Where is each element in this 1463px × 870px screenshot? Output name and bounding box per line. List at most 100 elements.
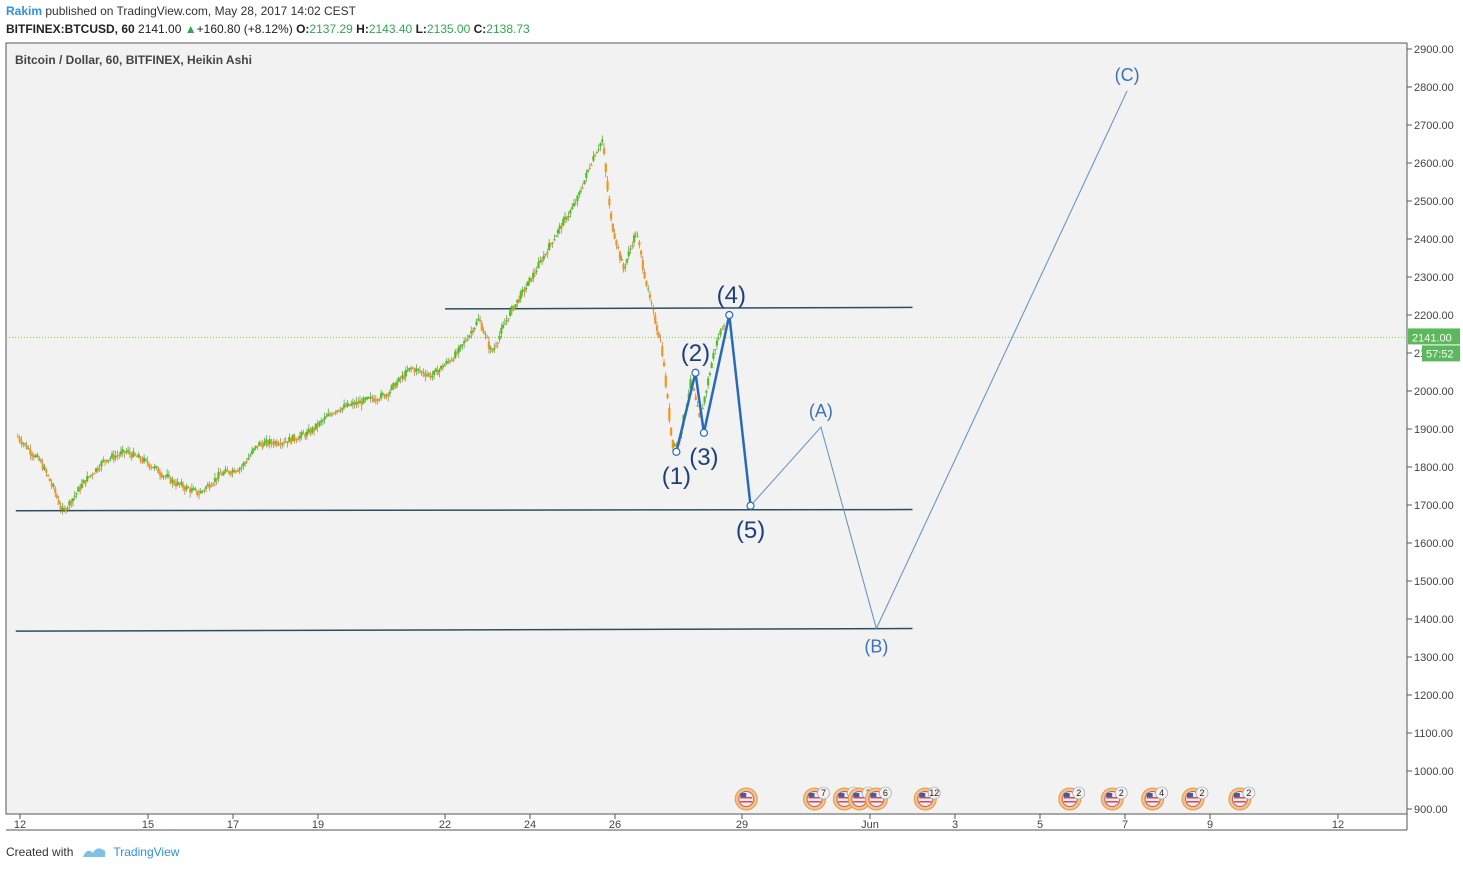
candle-body [629, 248, 632, 250]
candle-body [712, 352, 715, 359]
candle-body [448, 360, 452, 363]
wave-point[interactable] [691, 368, 700, 377]
candle-body [112, 454, 115, 460]
flag-stripe [838, 801, 851, 803]
candle-body [183, 487, 186, 491]
wave-point[interactable] [746, 501, 755, 510]
flag-stripe [1063, 797, 1076, 799]
candle-body [611, 223, 614, 232]
price-tick-label: 1200.00 [1414, 690, 1454, 702]
candle-body [266, 441, 270, 446]
candle-body [525, 287, 528, 290]
candle-body [192, 488, 195, 490]
plot-area[interactable] [5, 42, 1408, 815]
candle-body [153, 466, 156, 469]
candle-body [652, 308, 655, 311]
candle-body [620, 258, 623, 261]
wave-point[interactable] [672, 447, 681, 456]
candle-body [445, 360, 448, 364]
candle-body [480, 323, 483, 331]
candle-body [581, 187, 584, 189]
us-flag-event-icon[interactable]: 12 [913, 786, 941, 811]
candle-body [707, 378, 710, 386]
candle-body [185, 486, 188, 490]
candle-body [427, 373, 430, 375]
candle-body [627, 251, 630, 257]
candle-body [353, 403, 356, 406]
close-label: C: [473, 22, 487, 36]
candle-body [673, 444, 676, 447]
flag-canton [1106, 793, 1113, 797]
price-tick-label: 2400.00 [1414, 234, 1454, 246]
tradingview-brand-link[interactable]: TradingView [113, 845, 180, 859]
candle-body [710, 363, 713, 369]
candle-body [530, 277, 533, 282]
candle-body [454, 351, 457, 358]
candle-body [171, 479, 174, 483]
time-axis[interactable]: 12 15 17 19 22 24 26 29 Jun 3 5 7 9 12 [14, 814, 1344, 831]
upper-resistance-line[interactable] [444, 306, 913, 310]
flag-stripe [808, 801, 821, 803]
correction-label: (A) [809, 401, 833, 421]
candle-body [203, 489, 206, 491]
lower-support-line[interactable] [15, 627, 913, 632]
candle-body [549, 243, 552, 245]
change-up-arrow-icon: ▲ [184, 22, 197, 36]
us-flag-event-icon[interactable]: 2 [1228, 786, 1256, 811]
candle-body [52, 484, 55, 487]
candle-body [425, 374, 429, 376]
candle-body [150, 466, 153, 468]
candle-body [364, 398, 367, 400]
candle-body [126, 450, 130, 453]
us-flag-event-icon[interactable]: 6 [864, 786, 892, 811]
candle-body [567, 216, 570, 218]
candle-body [721, 328, 724, 331]
candle-body [387, 393, 390, 397]
candle-body [376, 399, 379, 402]
candle-body [440, 365, 443, 369]
us-flag-event-icon[interactable]: 2 [1058, 786, 1086, 811]
us-flag-event-icon[interactable]: 2 [1181, 786, 1209, 811]
candle-body [160, 474, 163, 478]
candle-body [551, 241, 554, 244]
candle-body [701, 408, 704, 410]
candle-body [574, 202, 577, 204]
candle-body [719, 330, 722, 336]
author-name[interactable]: Rakim [6, 4, 43, 18]
correction-wave-line[interactable] [750, 90, 1128, 630]
middle-support-line[interactable] [15, 508, 913, 512]
wave-label: (1) [662, 463, 691, 490]
candle-body [512, 306, 515, 311]
candle-body [555, 235, 558, 237]
us-flag-event-icon[interactable] [734, 787, 758, 811]
candle-body [418, 370, 422, 372]
us-flag-event-icon[interactable]: 7 [803, 786, 830, 811]
candle-body [588, 167, 591, 169]
candle-body [362, 397, 365, 404]
candle-body [604, 163, 607, 173]
us-flag-event-icon[interactable]: 4 [1141, 786, 1168, 811]
candle-body [388, 391, 392, 394]
event-count: 2 [1119, 788, 1124, 798]
price-axis[interactable]: 900.00 1000.00 1100.00 1200.00 1300.00 1400.0… [1407, 44, 1454, 816]
event-count: 2 [1246, 788, 1251, 798]
chart-title: Bitcoin / Dollar, 60, BITFINEX, Heikin A… [15, 53, 252, 67]
candle-body [443, 364, 446, 367]
price-tick-label: 1600.00 [1414, 538, 1454, 550]
price-tick-label: 1900.00 [1414, 424, 1454, 436]
created-with-text: Created with [6, 845, 74, 859]
event-count-badge [927, 786, 941, 800]
candle-body [265, 439, 268, 443]
candle-body [615, 240, 618, 246]
candle-body [402, 375, 406, 379]
us-flag-event-icon[interactable]: 2 [1100, 786, 1128, 811]
candle-body [228, 470, 231, 474]
flag-canton [919, 793, 926, 797]
candle-body [415, 368, 418, 372]
candle-body [166, 474, 169, 477]
candle-body [167, 475, 170, 477]
wave-point[interactable] [699, 428, 709, 437]
time-tick-label: 24 [524, 819, 536, 831]
wave-point[interactable] [725, 310, 734, 320]
